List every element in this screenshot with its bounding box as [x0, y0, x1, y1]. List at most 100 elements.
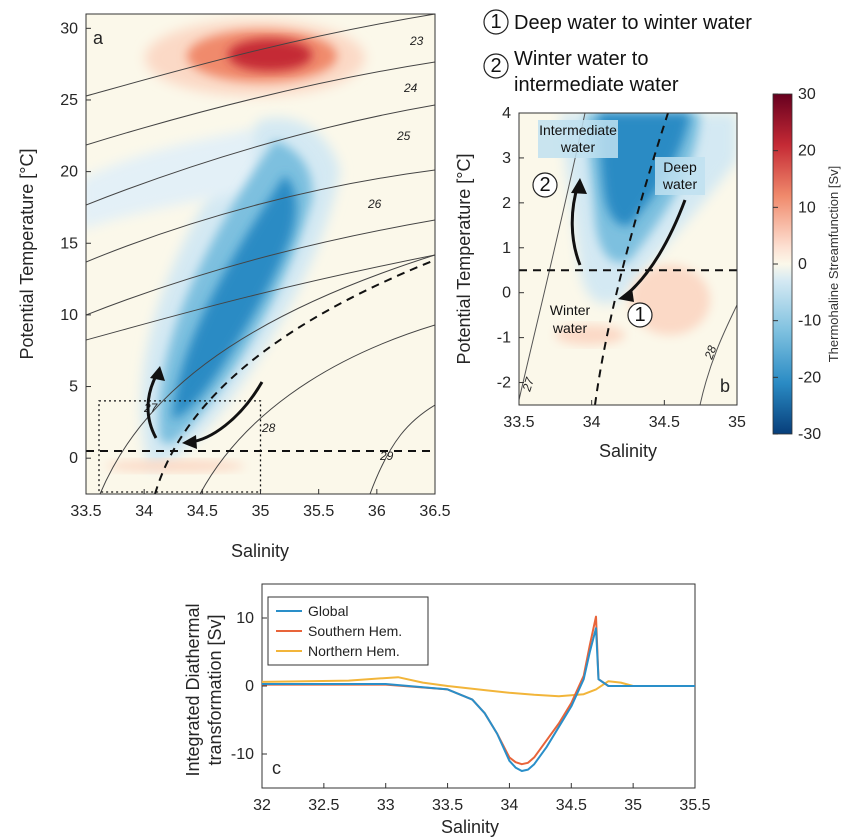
colorbar-tick-label: 10 [798, 199, 816, 216]
series-line-global [262, 627, 695, 772]
density-contour-26c [86, 254, 435, 341]
header-item-2-line1: Winter water to [514, 48, 648, 70]
contour-label-24: 24 [403, 81, 418, 95]
marker-1-label: 1 [490, 11, 501, 33]
colorbar-tick-label: 0 [798, 256, 807, 273]
panel-b-ytick-label: -2 [497, 375, 511, 392]
density-contour-26b [86, 219, 435, 316]
legend-label-southern: Southern Hem. [308, 623, 402, 639]
panel-label-a: a [93, 28, 104, 48]
marker-2-label: 2 [490, 55, 501, 77]
xlabel-c: Salinity [441, 817, 499, 837]
panel-c-xtick-label: 33 [377, 797, 395, 814]
panel-c-xtick-label: 35 [624, 797, 642, 814]
density-contour-27 [99, 254, 435, 494]
legend-box-c [267, 596, 429, 666]
annotation-winter-line2: water [552, 320, 588, 336]
legend-label-global: Global [308, 603, 348, 619]
density-contour-24 [86, 61, 435, 146]
panel-b-xtick-label: 34.5 [649, 414, 680, 431]
annotation-intermediate-line1: Intermediate [539, 122, 617, 138]
density-contour-26 [86, 169, 435, 263]
panel-b-ytick-label: 2 [502, 195, 511, 212]
panel-b-xtick-label: 34 [583, 414, 601, 431]
panel-b: Intermediate water Deep water Winter wat… [454, 105, 746, 461]
contour-label-29: 29 [379, 449, 394, 463]
panel-c-xtick-label: 34 [501, 797, 519, 814]
arrow-1-head-a [182, 435, 197, 449]
density-contour-25 [86, 104, 435, 206]
field-deep-positive [105, 460, 245, 472]
panel-a-xtick-label: 35 [252, 503, 270, 520]
marker-1-b: 1 [634, 304, 645, 326]
panel-c-xtick-label: 35.5 [679, 797, 710, 814]
annotation-intermediate-line2: water [560, 139, 596, 155]
panel-a-xtick-label: 34.5 [187, 503, 218, 520]
marker-2-circle [483, 53, 509, 79]
colorbar-tick-label: 20 [798, 143, 816, 160]
panel-b-ytick-label: 3 [502, 150, 511, 167]
series-line-northern [262, 676, 695, 698]
colorbar-tick-label: -20 [798, 369, 821, 386]
panel-b-frame [518, 112, 738, 406]
freezing-curve-a [154, 259, 435, 494]
panel-c-xtick-label: 32.5 [308, 797, 339, 814]
panel-a-xtick-label: 36 [368, 503, 386, 520]
header-legend: 1 Deep water to winter water 2 Winter wa… [483, 9, 752, 96]
panel-a-ytick-label: 10 [60, 307, 78, 324]
contour-label-27: 27 [143, 401, 159, 415]
panel-c-ytick-label: -10 [231, 746, 254, 763]
panel-b-xtick-label: 35 [728, 414, 746, 431]
field-cold-shelf [86, 130, 260, 229]
panel-c-ytick-label: 0 [245, 678, 254, 695]
annotations-b: Intermediate water Deep water Winter wat… [519, 120, 730, 396]
panel-label-b: b [720, 376, 730, 396]
panel-label-c: c [272, 758, 281, 778]
field-warm-core [228, 39, 312, 71]
panel-b-ytick-label: 0 [502, 285, 511, 302]
panel-c-ticks: 32 32.5 33 33.5 34 34.5 35 35.5 10 0 -10 [231, 610, 711, 814]
annotation-deep-bg [655, 157, 705, 195]
marker-1-circle [483, 9, 509, 35]
panel-a-ytick-label: 25 [60, 92, 78, 109]
xlabel-a: Salinity [231, 541, 289, 561]
annotation-deep-line2: water [662, 176, 698, 192]
freezing-curve-b [594, 113, 669, 405]
density-contour-b-28 [699, 304, 737, 405]
contour-label-26: 26 [367, 197, 382, 211]
annotation-intermediate-bg [538, 120, 618, 158]
legend-c: Global Southern Hem. Northern Hem. [267, 596, 429, 666]
density-contour-23 [86, 14, 435, 97]
colorbar-label: Thermohaline Streamfunction [Sv] [826, 166, 841, 363]
panel-b-xtick-label: 33.5 [503, 414, 534, 431]
panel-a-xtick-label: 36.5 [419, 503, 450, 520]
colorbar-ticks: 30 20 10 0 -10 -20 -30 [773, 86, 821, 443]
contour-label-25: 25 [396, 129, 411, 143]
marker-1-b-circle [627, 302, 653, 328]
panel-c-xtick-label: 32 [253, 797, 271, 814]
contour-label-23: 23 [409, 34, 424, 48]
panel-c-series [262, 615, 695, 772]
panel-c-xtick-label: 33.5 [432, 797, 463, 814]
field-b-core [598, 113, 690, 226]
legend-label-northern: Northern Hem. [308, 643, 400, 659]
panel-a-ytick-label: 15 [60, 235, 78, 252]
colorbar: 30 20 10 0 -10 -20 -30 Thermohaline Streamfunc… [772, 86, 841, 443]
annotation-deep-line1: Deep [663, 159, 697, 175]
contour-label-b-27: 27 [519, 375, 537, 394]
panel-a-ytick-label: 0 [69, 450, 78, 467]
arrow-1-shaft-b [625, 199, 687, 297]
panel-b-ytick-label: 4 [502, 105, 511, 122]
ylabel-a: Potential Temperature [°C] [17, 149, 37, 360]
arrow-1-shaft-a [189, 381, 264, 444]
header-item-1: Deep water to winter water [514, 12, 752, 34]
panel-a-ytick-label: 20 [60, 164, 78, 181]
arrow-2-head-b [571, 178, 587, 194]
density-contours-a [86, 14, 435, 494]
density-contour-29 [369, 404, 435, 494]
density-contour-28 [199, 324, 435, 494]
colorbar-tick-label: -10 [798, 313, 821, 330]
panel-b-ytick-label: 1 [502, 240, 511, 257]
panel-c-ytick-label: 10 [236, 610, 254, 627]
panel-a-xtick-label: 34 [135, 503, 153, 520]
